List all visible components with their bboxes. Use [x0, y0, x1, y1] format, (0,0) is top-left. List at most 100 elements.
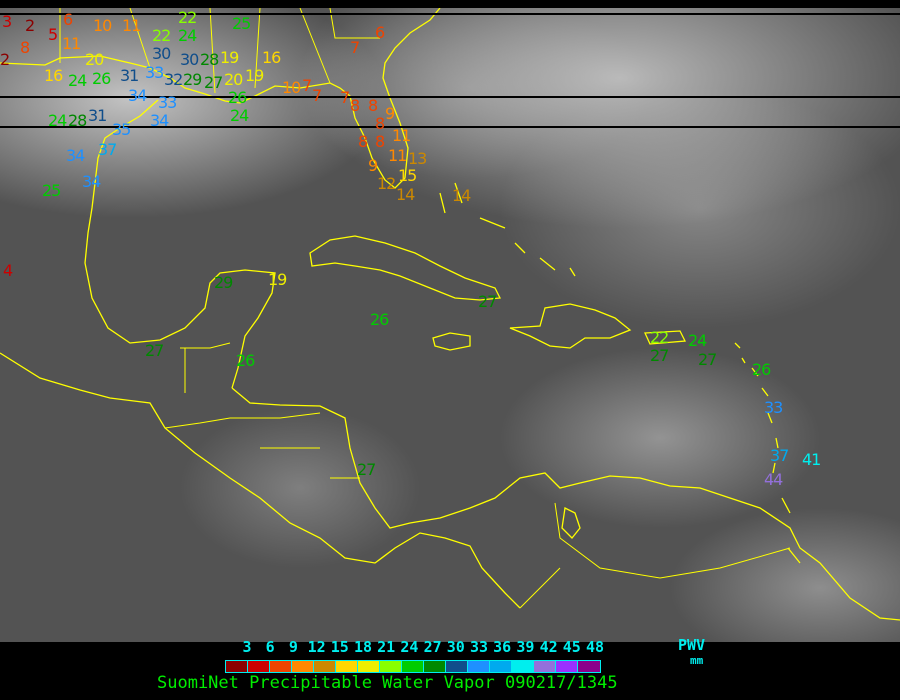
- station-pwv-label: 13: [408, 149, 427, 168]
- station-pwv-label: 26: [228, 88, 247, 107]
- station-pwv-label: 10: [282, 78, 301, 97]
- legend-swatch: [336, 661, 358, 672]
- legend-swatch: [248, 661, 270, 672]
- legend-swatch: [380, 661, 402, 672]
- station-pwv-label: 24: [48, 111, 67, 130]
- legend-unit-label: PWV: [678, 636, 706, 654]
- legend-tick: 3: [242, 638, 252, 656]
- station-pwv-label: 9: [385, 104, 395, 123]
- station-pwv-label: 24: [68, 71, 87, 90]
- coastlines: [0, 8, 900, 621]
- legend-swatch: [424, 661, 446, 672]
- station-pwv-label: 6: [63, 10, 73, 29]
- station-pwv-label: 19: [220, 48, 239, 67]
- station-pwv-label: 27: [478, 292, 497, 311]
- station-pwv-label: 8: [375, 132, 385, 151]
- station-pwv-label: 8: [358, 132, 368, 151]
- station-pwv-label: 31: [120, 66, 139, 85]
- borders: [59, 8, 791, 609]
- legend-tick: 12: [307, 638, 326, 656]
- station-pwv-label: 7: [312, 86, 322, 105]
- pacific-coast: [0, 352, 521, 609]
- hispaniola: [509, 303, 632, 349]
- station-pwv-label: 2: [25, 16, 35, 35]
- station-pwv-label: 27: [204, 73, 223, 92]
- legend-swatch: [468, 661, 490, 672]
- station-pwv-label: 11: [122, 16, 141, 35]
- legend-swatch: [556, 661, 578, 672]
- station-pwv-label: 9: [368, 156, 378, 175]
- station-pwv-label: 7: [302, 76, 312, 95]
- legend-tick: 45: [562, 638, 581, 656]
- legend-swatch: [578, 661, 600, 672]
- station-pwv-label: 31: [88, 106, 107, 125]
- legend-swatch: [358, 661, 380, 672]
- legend-tick: 48: [585, 638, 605, 656]
- legend-tick: 15: [330, 638, 349, 656]
- legend-tick: 36: [493, 638, 512, 656]
- station-pwv-label: 20: [85, 50, 104, 69]
- station-pwv-label: 29: [183, 70, 202, 89]
- station-pwv-label: 35: [112, 120, 131, 139]
- station-pwv-label: 10: [93, 16, 112, 35]
- legend-swatch: [534, 661, 556, 672]
- puerto-rico: [644, 330, 687, 345]
- station-pwv-label: 20: [224, 70, 243, 89]
- station-pwv-label: 2: [0, 50, 10, 69]
- station-pwv-label: 8: [350, 96, 360, 115]
- station-pwv-label: 33: [158, 93, 177, 112]
- lake-maracaibo: [561, 507, 581, 539]
- station-pwv-label: 22: [650, 328, 669, 347]
- station-pwv-label: 34: [82, 172, 101, 191]
- station-pwv-label: 41: [802, 450, 821, 469]
- station-pwv-label: 25: [232, 14, 251, 33]
- station-pwv-label: 5: [48, 25, 58, 44]
- station-pwv-label: 27: [650, 346, 669, 365]
- station-pwv-label: 25: [42, 181, 61, 200]
- station-pwv-label: 26: [236, 351, 255, 370]
- station-pwv-label: 12: [377, 174, 396, 193]
- station-pwv-label: 33: [145, 63, 164, 82]
- station-pwv-label: 6: [375, 23, 385, 42]
- station-pwv-label: 33: [764, 398, 783, 417]
- legend-tick: 9: [288, 638, 298, 656]
- station-pwv-label: 15: [398, 166, 417, 185]
- station-pwv-label: 30: [152, 44, 171, 63]
- station-pwv-label: 22: [178, 8, 197, 27]
- station-pwv-label: 32: [164, 70, 183, 89]
- station-pwv-label: 14: [396, 185, 415, 204]
- station-pwv-label: 26: [752, 360, 771, 379]
- station-pwv-label: 28: [68, 111, 87, 130]
- station-pwv-label: 16: [262, 48, 281, 67]
- station-pwv-label: 8: [20, 38, 30, 57]
- legend-unit-sub: mm: [690, 654, 704, 667]
- bahamas: [439, 182, 576, 277]
- satellite-map: 3 2 5 6 10 11 8 11 2 20 16 24 26 31 33 30 30 32 29 27 28 19 20…: [0, 8, 900, 642]
- station-pwv-label: 8: [375, 114, 385, 133]
- station-pwv-label: 11: [62, 34, 81, 53]
- station-pwv-label: 11: [388, 146, 407, 165]
- station-pwv-label: 29: [214, 273, 233, 292]
- map-title: SuomiNet Precipitable Water Vapor 090217…: [157, 673, 618, 693]
- station-pwv-label: 7: [340, 88, 350, 107]
- legend-swatch: [226, 661, 248, 672]
- legend-swatch: [490, 661, 512, 672]
- station-pwv-label: 37: [98, 140, 117, 159]
- station-pwv-label: 26: [370, 310, 389, 329]
- station-pwv-label: 8: [368, 96, 378, 115]
- station-pwv-label: 27: [357, 460, 376, 479]
- lesser-antilles: [734, 342, 801, 564]
- station-pwv-label: 4: [3, 261, 13, 280]
- legend-tick: 27: [423, 638, 442, 656]
- jamaica: [432, 332, 471, 351]
- legend-swatch: [512, 661, 534, 672]
- station-pwv-label: 22: [152, 26, 171, 45]
- station-pwv-label: 16: [44, 66, 63, 85]
- station-pwv-label: 3: [2, 12, 12, 31]
- mexico-gulf-coast: [84, 99, 276, 389]
- station-pwv-label: 26: [92, 69, 111, 88]
- station-pwv-label: 34: [128, 86, 147, 105]
- station-pwv-label: 27: [698, 350, 717, 369]
- station-pwv-label: 34: [150, 111, 169, 130]
